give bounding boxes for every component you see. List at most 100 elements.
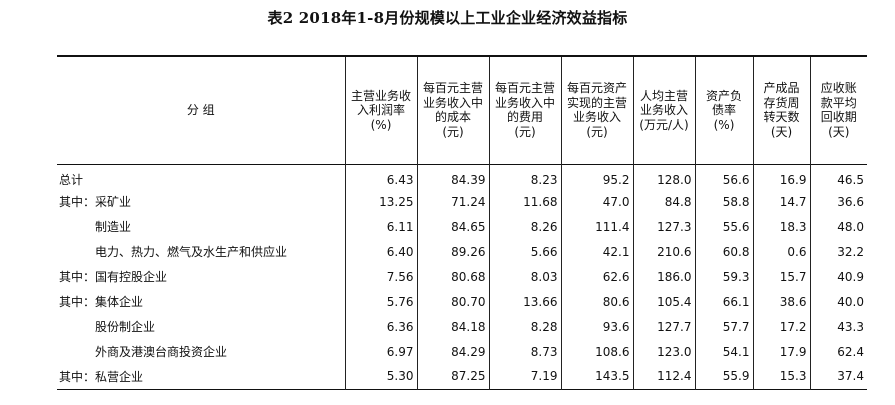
header-row: 分 组 主营业务收 入利润率 (%) 每百元主营 业务收入中 的成本 (元) 每… bbox=[57, 56, 867, 164]
table-cell: 93.6 bbox=[560, 314, 633, 339]
table-cell: 55.6 bbox=[694, 214, 753, 239]
row-label: 其中：集体企业 bbox=[59, 295, 144, 309]
table-cell: 18.3 bbox=[752, 214, 810, 239]
table-cell: 89.26 bbox=[416, 239, 489, 264]
header-cost-per-100: 每百元主营 业务收入中 的成本 (元) bbox=[416, 56, 489, 164]
table-cell: 6.40 bbox=[344, 239, 417, 264]
row-label: 电力、热力、燃气及水生产和供应业 bbox=[59, 245, 288, 259]
table-cell: 60.8 bbox=[694, 239, 753, 264]
table-cell: 128.0 bbox=[632, 164, 695, 189]
table-cell: 71.24 bbox=[416, 189, 489, 214]
table-cell: 57.7 bbox=[694, 314, 753, 339]
table-cell: 6.43 bbox=[344, 164, 417, 189]
table-cell: 84.39 bbox=[416, 164, 489, 189]
table-row: 其中：集体企业 5.76 80.70 13.66 80.6 105.4 66.1 38.6 40… bbox=[57, 289, 867, 314]
table-cell: 8.03 bbox=[488, 264, 561, 289]
table-cell: 11.68 bbox=[488, 189, 561, 214]
table-cell: 95.2 bbox=[560, 164, 633, 189]
table-row: 其中：私营企业 5.30 87.25 7.19 143.5 112.4 55.9 15.3 37… bbox=[57, 364, 867, 389]
table-cell: 58.8 bbox=[694, 189, 753, 214]
header-revenue-per-capita: 人均主营 业务收入 (万元/人) bbox=[632, 56, 695, 164]
table-cell: 0.6 bbox=[752, 239, 810, 264]
table-cell: 62.6 bbox=[560, 264, 633, 289]
table-cell: 36.6 bbox=[809, 189, 867, 214]
table-cell: 62.4 bbox=[809, 339, 867, 364]
table-cell: 15.7 bbox=[752, 264, 810, 289]
header-debt-ratio: 资产负 债率 (%) bbox=[694, 56, 753, 164]
table-cell: 210.6 bbox=[632, 239, 695, 264]
table-row: 其中：国有控股企业 7.56 80.68 8.03 62.6 186.0 59.3 15.7 4… bbox=[57, 264, 867, 289]
table-cell: 66.1 bbox=[694, 289, 753, 314]
table-cell: 7.19 bbox=[488, 364, 561, 389]
table-row: 股份制企业 6.36 84.18 8.28 93.6 127.7 57.7 17.2 43.3 bbox=[57, 314, 867, 339]
row-label: 股份制企业 bbox=[59, 320, 156, 334]
table-cell: 186.0 bbox=[632, 264, 695, 289]
table-cell: 7.56 bbox=[344, 264, 417, 289]
table-cell: 14.7 bbox=[752, 189, 810, 214]
table-cell: 111.4 bbox=[560, 214, 633, 239]
table-cell: 6.36 bbox=[344, 314, 417, 339]
table-cell: 8.73 bbox=[488, 339, 561, 364]
table-cell: 38.6 bbox=[752, 289, 810, 314]
table-cell: 32.2 bbox=[809, 239, 867, 264]
header-revenue-per-100-assets: 每百元资产 实现的主营 业务收入 (元) bbox=[560, 56, 633, 164]
row-label: 其中：私营企业 bbox=[59, 369, 144, 384]
table-cell: 80.70 bbox=[416, 289, 489, 314]
table-cell: 17.9 bbox=[752, 339, 810, 364]
table-cell: 13.66 bbox=[488, 289, 561, 314]
table-cell: 105.4 bbox=[632, 289, 695, 314]
table-cell: 47.0 bbox=[560, 189, 633, 214]
header-profit-rate: 主营业务收 入利润率 (%) bbox=[344, 56, 417, 164]
table-cell: 8.23 bbox=[488, 164, 561, 189]
table-cell: 48.0 bbox=[809, 214, 867, 239]
table-row: 电力、热力、燃气及水生产和供应业 6.40 89.26 5.66 42.1 210.6 60… bbox=[57, 239, 867, 264]
table-cell: 40.0 bbox=[809, 289, 867, 314]
table-cell: 42.1 bbox=[560, 239, 633, 264]
table-cell: 84.8 bbox=[632, 189, 695, 214]
table-cell: 15.3 bbox=[752, 364, 810, 389]
table-cell: 84.18 bbox=[416, 314, 489, 339]
header-group: 分 组 bbox=[186, 103, 215, 117]
table-cell: 5.76 bbox=[344, 289, 417, 314]
table-cell: 6.11 bbox=[344, 214, 417, 239]
table-cell: 84.29 bbox=[416, 339, 489, 364]
table-cell: 143.5 bbox=[560, 364, 633, 389]
table-cell: 16.9 bbox=[752, 164, 810, 189]
row-label: 制造业 bbox=[59, 220, 132, 234]
table-cell: 40.9 bbox=[809, 264, 867, 289]
table-cell: 5.66 bbox=[488, 239, 561, 264]
header-inventory-turnover-days: 产成品 存货周 转天数 (天) bbox=[752, 56, 810, 164]
row-label: 其中：国有控股企业 bbox=[59, 270, 168, 284]
row-label: 其中：采矿业 bbox=[59, 195, 132, 209]
table-row: 总计 6.43 84.39 8.23 95.2 128.0 56.6 16.9 46.5 bbox=[57, 164, 867, 189]
table-cell: 123.0 bbox=[632, 339, 695, 364]
table-cell: 5.30 bbox=[344, 364, 417, 389]
table-cell: 13.25 bbox=[344, 189, 417, 214]
table-row: 其中：采矿业 13.25 71.24 11.68 47.0 84.8 58.8 14.7 36.… bbox=[57, 189, 867, 214]
table-row: 制造业 6.11 84.65 8.26 111.4 127.3 55.6 18.3 48.0 bbox=[57, 214, 867, 239]
row-label: 外商及港澳台商投资企业 bbox=[59, 345, 228, 359]
table-cell: 55.9 bbox=[694, 364, 753, 389]
table-cell: 37.4 bbox=[809, 364, 867, 389]
table-cell: 8.26 bbox=[488, 214, 561, 239]
table-cell: 56.6 bbox=[694, 164, 753, 189]
table-row: 外商及港澳台商投资企业 6.97 84.29 8.73 108.6 123.0 54.1 17… bbox=[57, 339, 867, 364]
table-cell: 54.1 bbox=[694, 339, 753, 364]
table-cell: 80.6 bbox=[560, 289, 633, 314]
table-cell: 87.25 bbox=[416, 364, 489, 389]
table-title: 表2 2018年1-8月份规模以上工业企业经济效益指标 bbox=[267, 9, 628, 27]
table-cell: 84.65 bbox=[416, 214, 489, 239]
table-cell: 80.68 bbox=[416, 264, 489, 289]
table-cell: 17.2 bbox=[752, 314, 810, 339]
row-label: 总计 bbox=[59, 173, 84, 188]
table-cell: 127.7 bbox=[632, 314, 695, 339]
table-cell: 108.6 bbox=[560, 339, 633, 364]
table-cell: 127.3 bbox=[632, 214, 695, 239]
header-expense-per-100: 每百元主营 业务收入中 的费用 (元) bbox=[488, 56, 561, 164]
table-cell: 46.5 bbox=[809, 164, 867, 189]
table-cell: 59.3 bbox=[694, 264, 753, 289]
table-cell: 8.28 bbox=[488, 314, 561, 339]
table-cell: 6.97 bbox=[344, 339, 417, 364]
indicators-table: 分 组 主营业务收 入利润率 (%) 每百元主营 业务收入中 的成本 (元) 每… bbox=[57, 55, 867, 390]
table-cell: 112.4 bbox=[632, 364, 695, 389]
